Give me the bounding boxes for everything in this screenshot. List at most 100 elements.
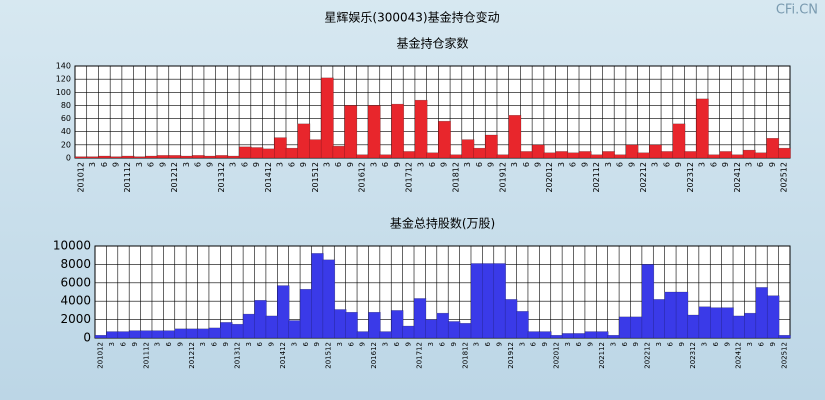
x-tick-label: 6 <box>712 341 720 346</box>
bar <box>367 105 381 159</box>
x-tick-label: 3 <box>135 162 144 167</box>
bar <box>695 98 709 159</box>
bar <box>578 151 592 159</box>
x-tick-label: 3 <box>698 162 707 167</box>
x-tick-label: 3 <box>557 162 566 167</box>
x-tick-label: 3 <box>609 342 617 346</box>
bar <box>344 105 358 159</box>
bar <box>299 288 313 339</box>
bar <box>262 148 276 159</box>
bar <box>426 152 440 159</box>
bar <box>191 155 205 159</box>
x-tick-label: 202212 <box>639 162 648 193</box>
bar <box>242 313 256 339</box>
x-tick-label: 3 <box>229 162 238 167</box>
bar <box>493 263 506 339</box>
y-tick-label: 100 <box>56 88 71 97</box>
x-tick-label: 9 <box>678 342 686 346</box>
bar <box>128 330 142 339</box>
x-tick-label: 3 <box>369 162 378 167</box>
x-tick-label: 202312 <box>686 162 695 193</box>
bar <box>309 139 322 159</box>
y-tick-label: 20 <box>61 140 71 149</box>
watermark: CFi.CN <box>776 3 818 18</box>
x-tick-label: 3 <box>154 342 162 346</box>
x-tick-label: 201312 <box>233 342 241 369</box>
y-tick-label: 80 <box>61 101 71 110</box>
bar <box>637 152 651 159</box>
x-tick-label: 202212 <box>644 342 652 369</box>
bar <box>742 149 756 159</box>
x-tick-label: 201612 <box>370 342 378 369</box>
bar <box>461 139 475 159</box>
bar <box>709 307 723 339</box>
bar <box>250 147 264 159</box>
bar <box>311 253 324 339</box>
y-tick-label: 10000 <box>53 239 91 253</box>
x-tick-label: 9 <box>587 342 595 346</box>
x-tick-label: 201512 <box>311 162 320 193</box>
bar <box>766 138 780 159</box>
x-tick-label: 9 <box>359 342 367 346</box>
bar <box>231 323 244 339</box>
x-tick-label: 201412 <box>279 342 287 369</box>
x-tick-label: 201212 <box>170 162 179 193</box>
x-tick-label: 202312 <box>689 342 697 369</box>
bar <box>297 123 311 159</box>
y-tick-label: 120 <box>56 75 71 84</box>
x-tick-label: 9 <box>252 162 261 167</box>
bar <box>590 154 604 159</box>
x-tick-label: 6 <box>475 162 484 167</box>
bar <box>754 152 768 159</box>
x-tick-label: 201112 <box>123 162 132 193</box>
bar <box>180 155 194 159</box>
x-tick-label: 9 <box>205 162 214 167</box>
bar <box>484 134 498 159</box>
x-tick-label: 201812 <box>461 342 469 369</box>
x-tick-label: 6 <box>100 162 109 167</box>
x-tick-label: 201912 <box>498 162 507 193</box>
bar <box>334 309 347 339</box>
bar <box>496 154 510 159</box>
bar <box>660 151 674 159</box>
bar <box>140 330 153 339</box>
x-tick-label: 6 <box>240 162 249 167</box>
x-tick-label: 3 <box>604 162 613 167</box>
bar <box>561 333 575 339</box>
x-tick-label: 202512 <box>780 162 789 193</box>
bar <box>596 331 609 339</box>
x-tick-label: 6 <box>194 162 203 167</box>
bar <box>555 151 569 159</box>
x-tick-label: 9 <box>313 342 321 346</box>
bar <box>602 151 616 159</box>
bar <box>732 315 746 339</box>
x-tick-label: 201912 <box>507 342 515 369</box>
bar <box>721 307 734 339</box>
x-tick-label: 9 <box>541 342 549 346</box>
bar <box>74 156 88 159</box>
x-tick-label: 6 <box>662 162 671 167</box>
x-tick-label: 201312 <box>217 162 226 193</box>
x-tick-label: 6 <box>211 341 219 346</box>
x-tick-label: 9 <box>346 162 355 167</box>
x-tick-label: 201712 <box>416 342 424 369</box>
bar <box>698 306 712 339</box>
x-tick-label: 6 <box>616 162 625 167</box>
bar <box>613 154 627 159</box>
bar <box>98 155 111 159</box>
x-tick-label: 3 <box>245 342 253 346</box>
bar <box>203 155 217 159</box>
x-tick-label: 6 <box>287 162 296 167</box>
x-tick-label: 9 <box>723 342 731 346</box>
x-tick-label: 3 <box>701 342 709 346</box>
bar <box>744 312 757 339</box>
bar <box>121 155 135 159</box>
y-tick-label: 8000 <box>60 257 91 271</box>
x-tick-label: 3 <box>427 342 435 346</box>
bar <box>379 154 393 159</box>
bar <box>413 298 427 339</box>
x-tick-label: 9 <box>112 162 121 167</box>
bar <box>482 263 495 339</box>
bar <box>664 291 677 339</box>
